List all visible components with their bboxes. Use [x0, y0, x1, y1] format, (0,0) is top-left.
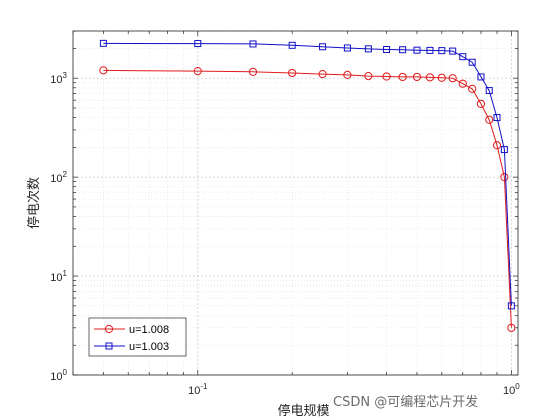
- legend-label: u=1.008: [129, 324, 169, 336]
- series-layer: [99, 39, 516, 332]
- data-point: [288, 68, 297, 78]
- data-point: [288, 41, 296, 49]
- data-point: [493, 114, 501, 122]
- data-point: [485, 115, 494, 124]
- data-point: [399, 46, 407, 54]
- data-point: [248, 67, 258, 76]
- data-point: [500, 173, 509, 182]
- data-point: [477, 73, 485, 81]
- data-point: [343, 70, 352, 79]
- series-1: [99, 66, 516, 332]
- y-tick-label: 103: [50, 71, 67, 86]
- data-point: [485, 87, 493, 95]
- data-point: [398, 72, 407, 82]
- data-point: [343, 44, 351, 52]
- data-point: [382, 72, 391, 81]
- x-tick-label: 100: [503, 382, 520, 397]
- y-tick-label: 100: [50, 368, 67, 383]
- data-point: [448, 74, 457, 83]
- data-point: [459, 53, 467, 61]
- legend-item: u=1.008: [94, 324, 169, 336]
- data-point: [364, 45, 372, 53]
- data-point: [319, 43, 327, 51]
- data-point: [437, 73, 446, 82]
- data-point: [99, 66, 108, 75]
- legend-marker: [105, 342, 113, 350]
- data-point: [426, 46, 434, 54]
- series-line: [103, 69, 512, 328]
- x-axis-label: 停电规模: [277, 403, 329, 419]
- y-tick-label: 101: [50, 269, 67, 284]
- y-tick-label: 102: [50, 170, 67, 185]
- data-point: [458, 79, 467, 88]
- data-point: [383, 46, 391, 54]
- data-point: [500, 146, 508, 154]
- data-point: [438, 47, 446, 55]
- data-point: [492, 141, 502, 150]
- legend-box: [88, 317, 187, 357]
- data-point: [193, 66, 202, 76]
- legend-label: u=1.003: [129, 341, 169, 353]
- legend-marker: [104, 324, 114, 334]
- data-point: [476, 99, 486, 108]
- data-point: [364, 72, 373, 81]
- plot-frame: [72, 30, 519, 376]
- watermark: CSDN @可编程芯片开发: [333, 394, 478, 410]
- legend-item: u=1.003: [94, 341, 169, 353]
- data-point: [468, 84, 477, 93]
- data-point: [413, 46, 421, 54]
- data-point: [507, 302, 515, 310]
- data-point: [194, 40, 202, 48]
- data-point: [412, 72, 422, 82]
- x-tick-label: 10-1: [188, 382, 208, 397]
- data-point: [99, 39, 107, 47]
- tick-labels: 10-1 100 100 101 102 103: [50, 30, 520, 397]
- legend: u=1.008 u=1.003: [88, 317, 187, 357]
- data-point: [249, 40, 257, 48]
- series-line: [103, 42, 512, 306]
- data-point: [318, 70, 327, 79]
- data-point: [507, 323, 516, 332]
- y-axis-label: 停电次数: [26, 177, 42, 229]
- series-2: [99, 39, 515, 310]
- data-point: [468, 58, 476, 66]
- data-point: [425, 73, 435, 82]
- data-point: [449, 47, 457, 55]
